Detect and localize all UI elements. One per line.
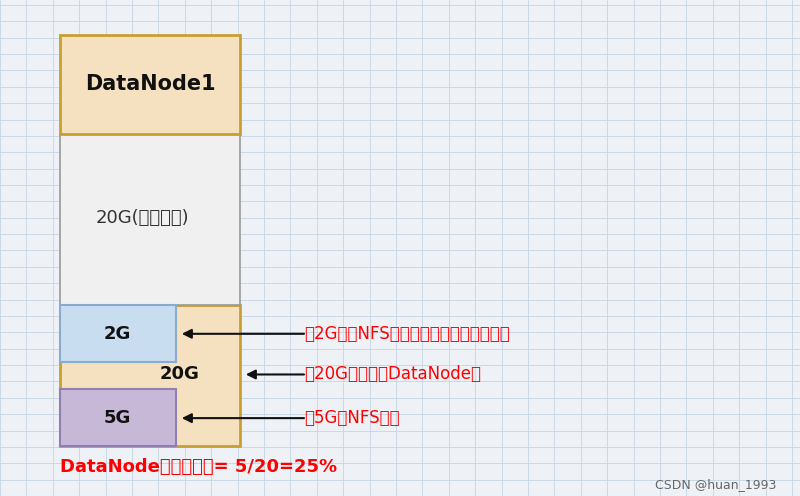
Text: 这2G是非NFS用的，不建议放在这个地方: 这2G是非NFS用的，不建议放在这个地方 (304, 325, 510, 343)
Text: DataNode磁盘利用率= 5/20=25%: DataNode磁盘利用率= 5/20=25% (60, 458, 337, 476)
FancyBboxPatch shape (60, 35, 240, 134)
FancyBboxPatch shape (60, 305, 240, 446)
Text: 20G(其余空间): 20G(其余空间) (96, 209, 190, 227)
Text: CSDN @huan_1993: CSDN @huan_1993 (654, 478, 776, 491)
Text: 20G: 20G (160, 366, 200, 383)
Text: 此20G是分配给DataNode的: 此20G是分配给DataNode的 (304, 366, 481, 383)
Text: 5G: 5G (104, 409, 131, 427)
Text: 2G: 2G (104, 325, 131, 343)
FancyBboxPatch shape (60, 134, 240, 305)
Text: 这5G是NFS用的: 这5G是NFS用的 (304, 409, 400, 427)
Text: DataNode1: DataNode1 (85, 74, 215, 94)
FancyBboxPatch shape (60, 389, 176, 446)
FancyBboxPatch shape (60, 305, 176, 362)
